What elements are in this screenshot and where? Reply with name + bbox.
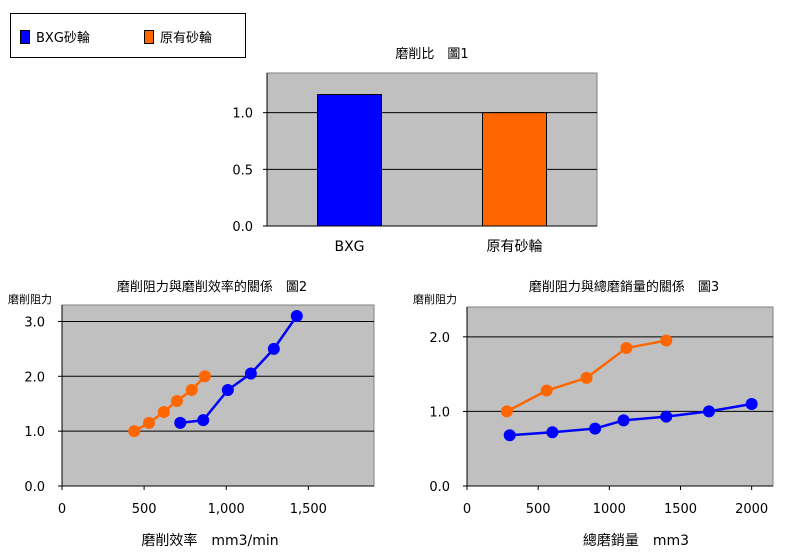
chart1-ytick-label: 0.5 — [232, 163, 253, 178]
chart3-series-0-point — [546, 426, 559, 439]
chart2-ytick-label: 0.0 — [24, 480, 45, 495]
chart2-series-1-point — [185, 384, 198, 397]
legend-swatch-original — [144, 29, 154, 44]
chart3-ytick-label: 0.0 — [429, 480, 450, 495]
chart3-series-0-point — [745, 397, 758, 410]
legend-item-original: 原有砂輪 — [144, 27, 212, 46]
chart1-ytick-label: 1.0 — [232, 107, 253, 122]
chart2-series-1-point — [198, 370, 211, 383]
chart3-xtick-label: 1000 — [593, 502, 626, 517]
chart3-xtick-label: 2000 — [735, 502, 768, 517]
chart1-xtick-label: BXG — [334, 239, 364, 255]
chart2-ytick-label: 2.0 — [24, 370, 45, 385]
legend-label-original: 原有砂輪 — [160, 31, 213, 46]
chart3-xlabel: 總磨銷量 mm3 — [583, 532, 689, 549]
chart2-xtick-label: 0 — [58, 502, 66, 517]
chart3-series-1-point — [500, 405, 513, 418]
chart2-series-0-point — [290, 309, 303, 322]
chart2-ylabel: 磨削阻力 — [8, 292, 52, 306]
chart2-title: 磨削阻力與磨削效率的關係 圖2 — [117, 279, 307, 295]
chart3-xtick-label: 0 — [463, 502, 471, 517]
legend-swatch-bxg — [20, 29, 30, 44]
chart3-ytick-label: 2.0 — [429, 331, 450, 346]
chart2-series-0-point — [267, 342, 280, 355]
chart2-series-1-point — [157, 405, 170, 418]
chart1-ytick-label: 0.0 — [232, 220, 253, 235]
chart3-ytick-label: 1.0 — [429, 405, 450, 420]
chart3-xtick-label: 500 — [526, 502, 551, 517]
chart3-series-1-point — [660, 334, 673, 347]
chart3-series-1-point — [540, 384, 553, 397]
chart1-plot-area — [266, 72, 598, 227]
chart3-series-0-point — [617, 414, 630, 427]
chart2-xlabel: 磨削效率 mm3/min — [141, 532, 278, 549]
chart1-title: 磨削比 圖1 — [395, 47, 468, 62]
chart3-title: 磨削阻力與總磨銷量的關係 圖3 — [529, 279, 719, 295]
chart3-series-1-point — [580, 371, 593, 384]
chart2-xtick-label: 500 — [132, 502, 157, 517]
chart2-xtick-label: 1,500 — [290, 502, 327, 517]
chart3-series-1-point — [620, 342, 633, 355]
chart2-ytick-label: 1.0 — [24, 425, 45, 440]
chart2-series-0-point — [174, 416, 187, 429]
chart2-series-1-point — [143, 416, 156, 429]
chart3-series-0-point — [702, 405, 715, 418]
chart2-plot-area — [61, 304, 375, 487]
chart1-bar-1 — [482, 112, 547, 227]
chart2-xtick-label: 1,000 — [208, 502, 245, 517]
chart3-series-0-point — [503, 429, 516, 442]
chart2-series-0-point — [244, 367, 257, 380]
chart3-xtick-label: 1500 — [664, 502, 697, 517]
chart1-bar-0 — [317, 94, 382, 227]
chart1-xtick-label: 原有砂輪 — [487, 238, 543, 255]
chart3-ylabel: 磨削阻力 — [413, 292, 457, 306]
legend: BXG砂輪 原有砂輪 — [10, 13, 246, 58]
chart3-series-0-point — [660, 410, 673, 423]
legend-label-bxg: BXG砂輪 — [36, 31, 90, 46]
chart2-ytick-label: 3.0 — [24, 315, 45, 330]
chart2-series-0-point — [221, 384, 234, 397]
chart2-series-1-point — [170, 394, 183, 407]
chart3-plot-area — [466, 306, 774, 487]
chart2-series-0-point — [197, 414, 210, 427]
legend-item-bxg: BXG砂輪 — [20, 27, 90, 46]
chart2-series-1-point — [128, 425, 141, 438]
chart3-series-0-point — [589, 422, 602, 435]
